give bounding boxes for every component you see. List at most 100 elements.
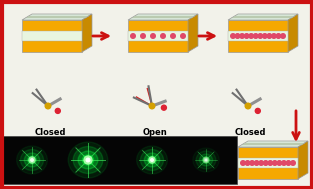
Point [204, 159, 208, 161]
Point [135, 96, 138, 98]
Line: 2 pts: 2 pts [76, 148, 88, 160]
Point [86, 159, 90, 161]
Circle shape [235, 34, 240, 38]
Circle shape [162, 105, 167, 110]
Circle shape [31, 159, 33, 161]
Line: 2 pts: 2 pts [206, 152, 214, 160]
Circle shape [131, 34, 135, 38]
Circle shape [276, 34, 281, 38]
Point [160, 149, 163, 152]
Point [86, 142, 90, 144]
Point [150, 105, 154, 107]
Point [86, 159, 90, 161]
Circle shape [264, 161, 268, 165]
Point [58, 98, 62, 100]
Circle shape [181, 34, 185, 38]
Point [74, 171, 78, 173]
Polygon shape [128, 14, 198, 20]
Point [246, 105, 250, 107]
Point [86, 159, 90, 161]
Point [212, 151, 216, 153]
Circle shape [267, 34, 272, 38]
Polygon shape [22, 20, 82, 52]
Polygon shape [298, 141, 308, 179]
Ellipse shape [73, 146, 103, 174]
Point [30, 172, 34, 174]
Line: 2 pts: 2 pts [198, 160, 206, 168]
Point [31, 92, 34, 94]
Point [30, 159, 34, 161]
Ellipse shape [78, 151, 98, 169]
Point [235, 88, 239, 91]
Line: 2 pts: 2 pts [48, 99, 60, 106]
Circle shape [231, 34, 235, 38]
Polygon shape [242, 143, 305, 145]
Polygon shape [228, 14, 298, 20]
Point [35, 88, 38, 91]
Point [193, 159, 197, 161]
Point [196, 151, 200, 153]
Point [147, 85, 151, 88]
Point [30, 159, 34, 161]
Point [86, 159, 90, 161]
Line: 2 pts: 2 pts [152, 160, 162, 169]
Text: Open: Open [143, 128, 167, 137]
Circle shape [254, 34, 258, 38]
Circle shape [286, 161, 291, 165]
Polygon shape [128, 20, 188, 52]
Circle shape [141, 34, 145, 38]
Line: 2 pts: 2 pts [237, 90, 248, 106]
Point [150, 159, 154, 161]
Ellipse shape [193, 148, 219, 172]
Point [160, 168, 163, 170]
Point [17, 159, 21, 161]
Point [204, 159, 208, 161]
Point [150, 159, 154, 161]
Point [86, 176, 90, 178]
Point [30, 159, 34, 161]
Polygon shape [232, 16, 295, 18]
Circle shape [254, 161, 259, 165]
Point [150, 146, 154, 148]
Circle shape [84, 156, 92, 164]
Point [204, 170, 208, 173]
Circle shape [263, 34, 267, 38]
Circle shape [272, 34, 276, 38]
Line: 2 pts: 2 pts [76, 160, 88, 172]
Point [150, 159, 154, 161]
Ellipse shape [136, 146, 167, 174]
Point [21, 149, 24, 152]
Point [30, 159, 34, 161]
Polygon shape [128, 31, 188, 41]
Line: 2 pts: 2 pts [33, 93, 48, 106]
Circle shape [151, 34, 155, 38]
Point [46, 105, 50, 107]
Polygon shape [188, 14, 198, 52]
Point [141, 149, 145, 152]
Point [98, 147, 102, 149]
Point [44, 159, 47, 161]
Point [246, 105, 250, 107]
Polygon shape [131, 16, 194, 18]
Point [21, 168, 24, 170]
Point [216, 159, 219, 161]
Circle shape [240, 34, 244, 38]
Text: Closed: Closed [234, 128, 266, 137]
Point [132, 96, 136, 99]
Point [204, 159, 208, 161]
Point [141, 168, 145, 170]
Point [246, 105, 250, 107]
Polygon shape [228, 31, 288, 41]
Point [212, 167, 216, 169]
Ellipse shape [202, 157, 210, 163]
Point [231, 92, 234, 94]
Circle shape [161, 34, 165, 38]
Point [146, 88, 149, 90]
Line: 2 pts: 2 pts [23, 160, 32, 169]
Point [46, 105, 50, 107]
Circle shape [281, 34, 285, 38]
Point [103, 159, 107, 161]
Circle shape [245, 161, 250, 165]
Point [204, 147, 208, 150]
Circle shape [245, 103, 251, 109]
